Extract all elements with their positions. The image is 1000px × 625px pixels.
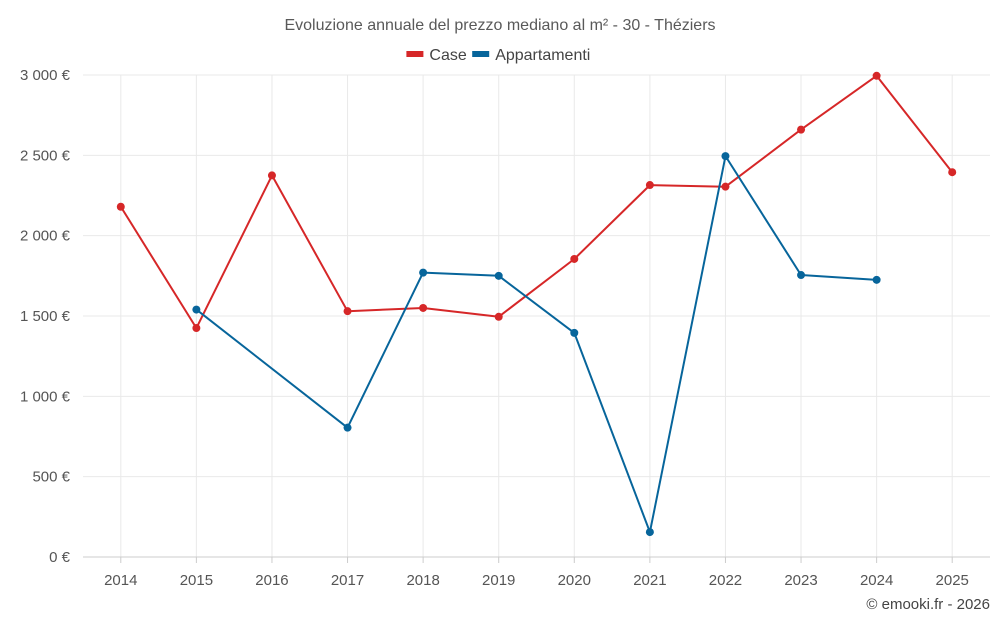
y-tick-label: 1 000 € xyxy=(20,388,71,405)
data-point[interactable] xyxy=(721,182,730,191)
data-point[interactable] xyxy=(797,125,806,134)
series-layer xyxy=(116,71,957,537)
y-tick-label: 3 000 € xyxy=(20,67,71,84)
grid xyxy=(83,74,990,557)
x-tick-label: 2016 xyxy=(255,572,288,589)
series-line xyxy=(119,74,953,330)
x-tick-label: 2014 xyxy=(104,572,137,589)
x-tick-label: 2021 xyxy=(633,572,666,589)
data-point[interactable] xyxy=(872,71,881,80)
data-point[interactable] xyxy=(192,305,201,314)
series-line xyxy=(195,155,877,534)
legend-swatch xyxy=(472,51,490,57)
data-point[interactable] xyxy=(419,303,428,312)
data-point[interactable] xyxy=(343,423,352,432)
data-point[interactable] xyxy=(570,254,579,263)
data-point[interactable] xyxy=(872,275,881,284)
data-point[interactable] xyxy=(645,528,654,537)
data-point[interactable] xyxy=(116,202,125,211)
legend-label: Appartamenti xyxy=(495,47,590,64)
x-tick-label: 2022 xyxy=(709,572,742,589)
data-point[interactable] xyxy=(797,271,806,280)
data-point[interactable] xyxy=(343,307,352,316)
y-tick-label: 2 000 € xyxy=(20,228,71,245)
data-point[interactable] xyxy=(721,152,730,161)
y-tick-label: 1 500 € xyxy=(20,308,71,325)
legend-label: Case xyxy=(429,47,466,64)
x-tick-label: 2020 xyxy=(558,572,591,589)
x-tick-label: 2024 xyxy=(860,572,893,589)
x-tick-label: 2019 xyxy=(482,572,515,589)
data-point[interactable] xyxy=(645,181,654,190)
data-point[interactable] xyxy=(419,268,428,277)
legend-swatch xyxy=(406,51,424,57)
series-case xyxy=(116,71,957,333)
series-appartamenti xyxy=(192,152,881,537)
x-tick-label: 2023 xyxy=(784,572,817,589)
x-tick-label: 2015 xyxy=(180,572,213,589)
data-point[interactable] xyxy=(948,168,957,177)
y-tick-label: 500 € xyxy=(32,469,70,486)
data-point[interactable] xyxy=(494,312,503,321)
credit-label: © emooki.fr - 2026 xyxy=(866,596,990,613)
y-tick-label: 0 € xyxy=(49,549,71,566)
data-point[interactable] xyxy=(192,324,201,333)
x-tick-label: 2025 xyxy=(936,572,969,589)
data-point[interactable] xyxy=(494,271,503,280)
y-tick-label: 2 500 € xyxy=(20,147,71,164)
data-point[interactable] xyxy=(267,171,276,180)
x-tick-label: 2018 xyxy=(406,572,439,589)
legend: Case Appartamenti xyxy=(406,47,590,64)
x-tick-label: 2017 xyxy=(331,572,364,589)
data-point[interactable] xyxy=(570,328,579,337)
axes: 0 € 500 € 1 000 € 1 500 € 2 000 € 2 500 € 3 00… xyxy=(20,67,990,589)
legend-item-case[interactable]: Case xyxy=(406,47,467,64)
legend-item-appartamenti[interactable]: Appartamenti xyxy=(472,47,590,64)
chart-title: Evoluzione annuale del prezzo mediano al… xyxy=(284,17,715,34)
